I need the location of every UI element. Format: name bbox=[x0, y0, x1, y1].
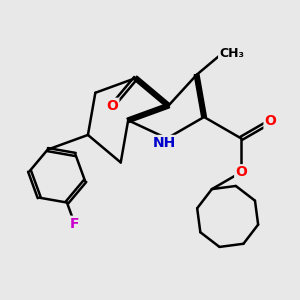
Text: O: O bbox=[265, 115, 276, 128]
Text: O: O bbox=[106, 99, 119, 113]
Text: CH₃: CH₃ bbox=[219, 46, 244, 60]
Text: NH: NH bbox=[153, 136, 176, 150]
Text: F: F bbox=[70, 217, 80, 231]
Text: O: O bbox=[235, 165, 247, 179]
